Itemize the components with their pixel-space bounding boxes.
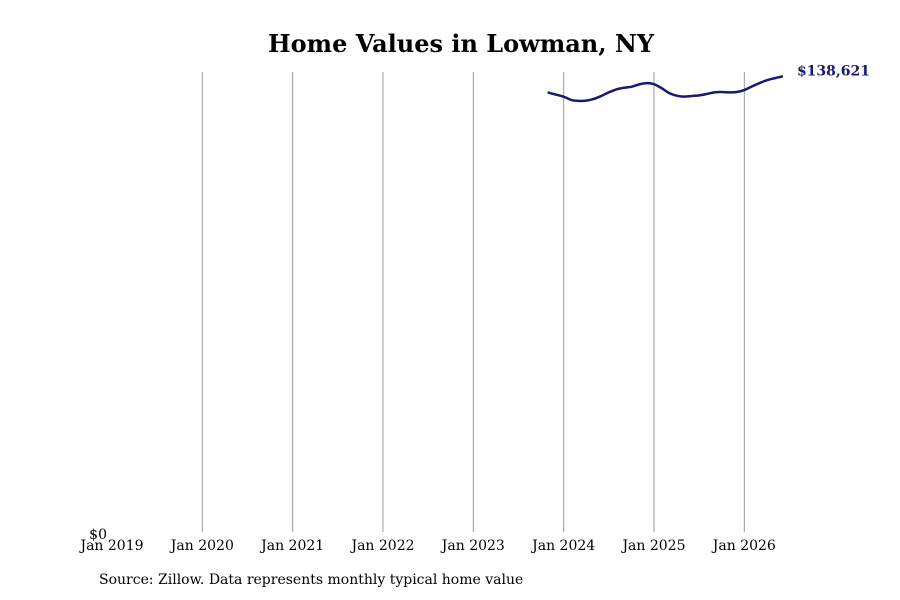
- data-point-2025-01: [653, 83, 655, 85]
- data-point-2024-12: [645, 82, 647, 84]
- data-point-2023-11: [547, 92, 549, 94]
- data-point-2024-01: [562, 95, 564, 97]
- series-layer: $138,621: [547, 64, 870, 103]
- x-tick-label-jan-2023: Jan 2023: [440, 538, 505, 554]
- data-point-2024-06: [600, 95, 602, 97]
- series-end-value-label: $138,621: [797, 64, 870, 80]
- y-axis-tick-labels: $0: [89, 527, 107, 543]
- data-point-2025-10: [721, 91, 723, 93]
- data-point-2026-02: [751, 85, 753, 87]
- data-point-2025-11: [728, 91, 730, 93]
- data-point-2025-07: [698, 94, 700, 96]
- data-point-2025-02: [660, 87, 662, 89]
- data-point-2025-08: [705, 93, 707, 95]
- data-point-2026-04: [766, 79, 768, 81]
- data-point-2024-11: [638, 83, 640, 85]
- x-tick-label-jan-2020: Jan 2020: [169, 538, 234, 554]
- x-tick-label-jan-2022: Jan 2022: [349, 538, 414, 554]
- data-point-2024-07: [608, 91, 610, 93]
- data-point-2024-09: [623, 87, 625, 89]
- data-point-2025-05: [683, 95, 685, 97]
- series-line-0: [547, 75, 784, 103]
- data-point-2026-03: [758, 82, 760, 84]
- x-tick-label-jan-2019: Jan 2019: [78, 538, 143, 554]
- data-point-2026-06: [781, 75, 783, 77]
- source-note: Source: Zillow. Data represents monthly …: [99, 572, 524, 588]
- x-tick-label-jan-2025: Jan 2025: [620, 538, 685, 554]
- data-point-2024-10: [630, 86, 632, 88]
- data-point-2025-06: [690, 95, 692, 97]
- data-point-2025-09: [713, 91, 715, 93]
- chart-title: Home Values in Lowman, NY: [268, 29, 655, 58]
- x-axis-tick-labels: Jan 2019 Jan 2020 Jan 2021 Jan 2022 Jan 2023…: [78, 538, 775, 554]
- data-point-2025-12: [736, 91, 738, 93]
- data-point-2025-04: [675, 94, 677, 96]
- data-point-2024-02: [570, 99, 572, 101]
- data-point-2026-05: [773, 77, 775, 79]
- data-point-2026-01: [743, 89, 745, 91]
- y-tick-label-0: $0: [89, 527, 107, 543]
- data-point-2024-05: [593, 98, 595, 100]
- x-tick-label-jan-2026: Jan 2026: [711, 538, 776, 554]
- data-point-2023-12: [555, 93, 557, 95]
- data-point-2024-08: [615, 88, 617, 90]
- x-tick-label-jan-2024: Jan 2024: [530, 538, 595, 554]
- x-tick-label-jan-2021: Jan 2021: [259, 538, 324, 554]
- x-gridlines: [201, 72, 745, 532]
- data-point-2024-03: [578, 100, 580, 102]
- data-point-2024-04: [585, 99, 587, 101]
- data-point-2025-03: [668, 92, 670, 94]
